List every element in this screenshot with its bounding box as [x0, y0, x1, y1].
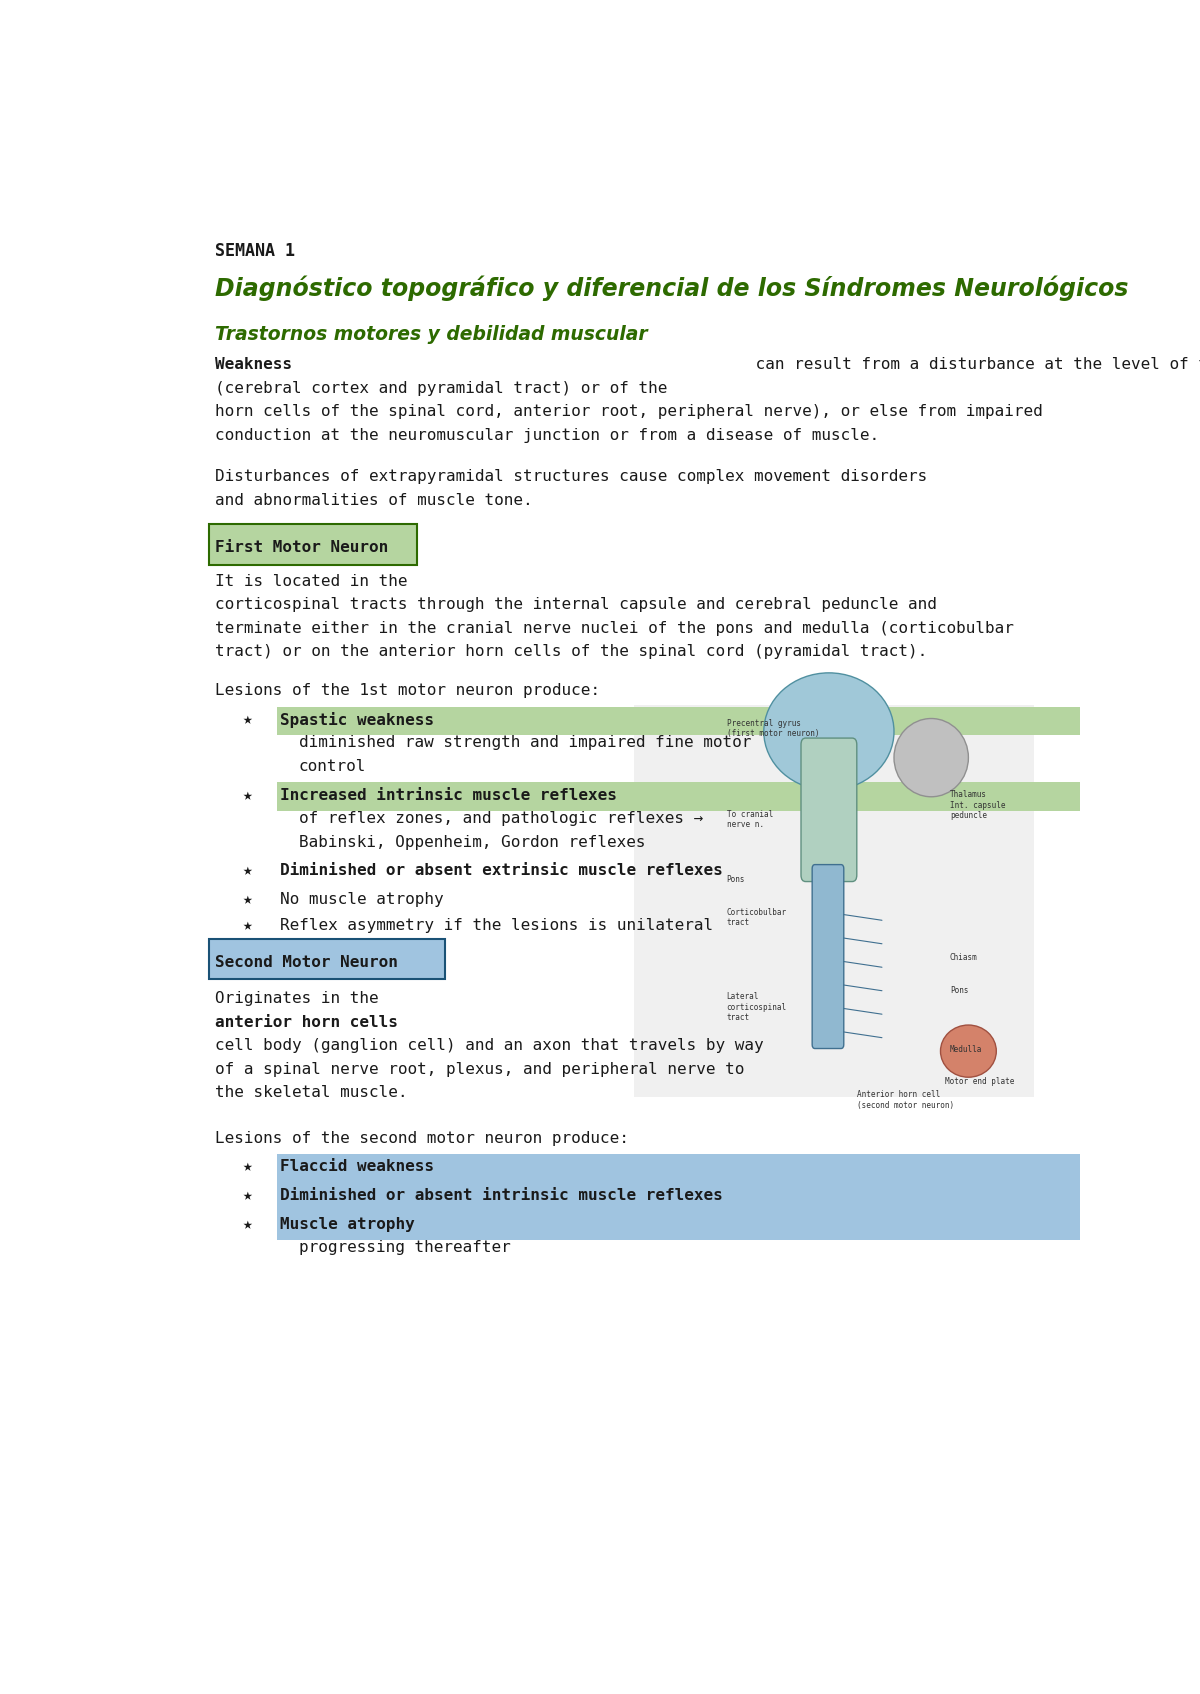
Text: Anterior horn cell
(second motor neuron): Anterior horn cell (second motor neuron)	[857, 1091, 954, 1110]
Text: Chiasm: Chiasm	[950, 954, 978, 962]
Text: Lesions of the 1st motor neuron produce:: Lesions of the 1st motor neuron produce:	[215, 683, 600, 698]
Text: Disturbances of extrapyramidal structures cause complex movement disorders: Disturbances of extrapyramidal structure…	[215, 469, 928, 484]
Text: Pons: Pons	[950, 986, 968, 994]
FancyBboxPatch shape	[209, 938, 445, 979]
FancyBboxPatch shape	[812, 864, 844, 1049]
FancyBboxPatch shape	[277, 783, 1200, 811]
Text: To cranial
nerve n.: To cranial nerve n.	[727, 810, 773, 830]
Text: tract) or on the anterior horn cells of the spinal cord (pyramidal tract).: tract) or on the anterior horn cells of …	[215, 644, 928, 659]
Text: Babinski, Oppenheim, Gordon reflexes: Babinski, Oppenheim, Gordon reflexes	[299, 835, 646, 850]
Text: ★: ★	[242, 711, 253, 727]
Text: anterior horn cells: anterior horn cells	[215, 1015, 398, 1030]
Text: Diminished or absent intrinsic muscle reflexes: Diminished or absent intrinsic muscle re…	[281, 1187, 722, 1203]
Text: Lesions of the second motor neuron produce:: Lesions of the second motor neuron produ…	[215, 1130, 629, 1145]
Text: conduction at the neuromuscular junction or from a disease of muscle.: conduction at the neuromuscular junction…	[215, 427, 880, 442]
Text: Spastic weakness: Spastic weakness	[281, 711, 434, 728]
FancyBboxPatch shape	[277, 706, 1200, 735]
Ellipse shape	[894, 718, 968, 796]
Text: of a spinal nerve root, plexus, and peripheral nerve to: of a spinal nerve root, plexus, and peri…	[215, 1062, 744, 1077]
FancyBboxPatch shape	[634, 705, 1033, 1096]
Text: horn cells of the spinal cord, anterior root, peripheral nerve), or else from im: horn cells of the spinal cord, anterior …	[215, 405, 1043, 418]
Text: terminate either in the cranial nerve nuclei of the pons and medulla (corticobul: terminate either in the cranial nerve nu…	[215, 620, 1014, 635]
Text: and abnormalities of muscle tone.: and abnormalities of muscle tone.	[215, 493, 533, 508]
Text: ★: ★	[242, 1216, 253, 1232]
Text: can result from a disturbance at the level of the: can result from a disturbance at the lev…	[745, 357, 1200, 373]
Text: ★: ★	[242, 1187, 253, 1203]
Text: SEMANA 1: SEMANA 1	[215, 242, 295, 261]
Text: Diminished or absent extrinsic muscle reflexes: Diminished or absent extrinsic muscle re…	[281, 864, 722, 877]
Text: Pons: Pons	[727, 876, 745, 884]
Ellipse shape	[941, 1025, 996, 1077]
Text: It is located in the: It is located in the	[215, 574, 418, 590]
Text: Second Motor Neuron: Second Motor Neuron	[215, 955, 398, 969]
Text: Flaccid weakness: Flaccid weakness	[281, 1159, 434, 1174]
Text: Trastornos motores y debilidad muscular: Trastornos motores y debilidad muscular	[215, 325, 648, 344]
Text: progressing thereafter: progressing thereafter	[299, 1240, 510, 1255]
Text: Muscle atrophy: Muscle atrophy	[281, 1216, 415, 1232]
Text: Reflex asymmetry if the lesions is unilateral: Reflex asymmetry if the lesions is unila…	[281, 918, 713, 933]
FancyBboxPatch shape	[277, 1154, 1200, 1182]
Text: No muscle atrophy: No muscle atrophy	[281, 893, 444, 906]
Text: ★: ★	[242, 918, 253, 933]
Text: Thalamus
Int. capsule
peduncle: Thalamus Int. capsule peduncle	[950, 791, 1006, 820]
Text: of reflex zones, and pathologic reflexes →: of reflex zones, and pathologic reflexes…	[299, 811, 703, 827]
Text: cell body (ganglion cell) and an axon that travels by way: cell body (ganglion cell) and an axon th…	[215, 1038, 763, 1054]
Text: First Motor Neuron: First Motor Neuron	[215, 540, 389, 556]
FancyBboxPatch shape	[209, 523, 416, 564]
Text: diminished raw strength and impaired fine motor: diminished raw strength and impaired fin…	[299, 735, 751, 750]
FancyBboxPatch shape	[277, 1211, 1200, 1240]
Text: the skeletal muscle.: the skeletal muscle.	[215, 1086, 408, 1099]
Text: ★: ★	[242, 788, 253, 803]
Text: ★: ★	[242, 1159, 253, 1174]
FancyBboxPatch shape	[277, 1182, 1200, 1211]
Text: corticospinal tracts through the internal capsule and cerebral peduncle and: corticospinal tracts through the interna…	[215, 598, 937, 612]
Text: Precentral gyrus
(first motor neuron): Precentral gyrus (first motor neuron)	[727, 718, 820, 739]
Text: (cerebral cortex and pyramidal tract) or of the: (cerebral cortex and pyramidal tract) or…	[215, 381, 677, 396]
Ellipse shape	[763, 673, 894, 791]
FancyBboxPatch shape	[802, 739, 857, 881]
Text: Corticobulbar
tract: Corticobulbar tract	[727, 908, 787, 927]
Text: Weakness: Weakness	[215, 357, 292, 373]
Text: Lateral
corticospinal
tract: Lateral corticospinal tract	[727, 993, 787, 1021]
Text: Diagnóstico topográfico y diferencial de los Síndromes Neurológicos: Diagnóstico topográfico y diferencial de…	[215, 274, 1128, 300]
Text: ★: ★	[242, 893, 253, 906]
Text: control: control	[299, 759, 366, 774]
Text: Originates in the: Originates in the	[215, 991, 389, 1006]
Text: ★: ★	[242, 864, 253, 877]
Text: Medulla: Medulla	[950, 1045, 982, 1054]
Text: Increased intrinsic muscle reflexes: Increased intrinsic muscle reflexes	[281, 788, 617, 803]
Text: Motor end plate: Motor end plate	[946, 1077, 1014, 1086]
